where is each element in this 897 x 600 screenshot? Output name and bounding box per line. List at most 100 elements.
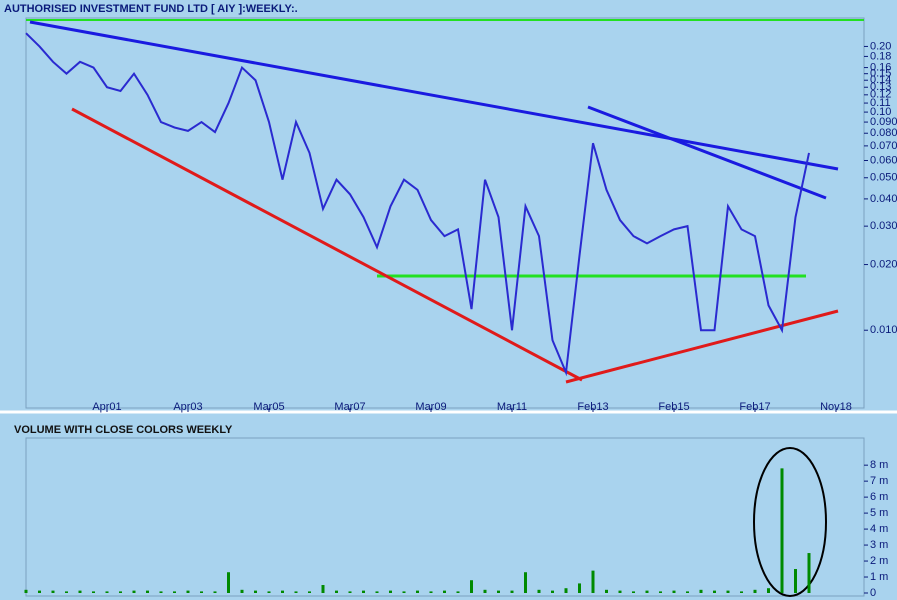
volume-bar [173,591,176,593]
volume-bar [308,591,311,593]
volume-bar [753,589,757,593]
y-tick-label: 0.060 [870,154,897,166]
y-tick-label: 0.090 [870,116,897,128]
volume-bar [578,583,581,593]
volume-bar [254,590,257,593]
volume-bar [38,590,41,593]
y-tick-label: 0.18 [870,50,891,62]
x-tick-label: Feb17 [739,401,770,413]
volume-bar [78,590,82,593]
volume-bar [551,590,554,593]
x-tick-label: Apr03 [173,401,202,413]
volume-bar [213,591,217,593]
volume-title: VOLUME WITH CLOSE COLORS WEEKLY [14,424,233,436]
volume-bar [429,591,433,593]
x-tick-label: Feb13 [577,401,608,413]
volume-frame [25,437,865,597]
y-tick-label: 8 m [870,459,888,471]
y-tick-label: 0.050 [870,172,897,184]
x-tick-label: Nov18 [820,401,852,413]
volume-bar [564,588,568,593]
volume-bar [105,591,109,593]
volume-bar [375,591,379,593]
y-tick-label: 0.11 [870,97,891,109]
volume-bar [794,569,797,593]
x-tick-label: Mar11 [497,401,527,413]
y-tick-label: 0.14 [870,74,891,86]
y-tick-label: 6 m [870,491,888,503]
trend-line [565,309,839,384]
volume-bar [119,591,122,593]
volume-bar [132,590,136,593]
volume-bar [348,591,352,593]
volume-bar [416,590,419,593]
x-tick-label: Apr01 [92,401,121,413]
volume-bar [632,591,635,593]
chart-title: AUTHORISED INVESTMENT FUND LTD [ AIY ]:W… [4,3,298,15]
y-tick-label: 1 m [870,571,888,583]
volume-bar [726,590,730,593]
volume-bar [65,591,68,593]
volume-bar [456,591,460,593]
volume-bar [618,590,622,593]
y-tick-label: 3 m [870,539,888,551]
price-frame [25,17,865,409]
y-tick-label: 0.080 [870,127,897,139]
y-tick-label: 0 [870,587,876,599]
price-line [25,32,810,377]
volume-bar [321,585,325,593]
volume-bar [227,572,230,593]
volume-bar [713,590,716,593]
y-tick-label: 5 m [870,507,888,519]
x-tick-label: Mar07 [334,401,365,413]
x-tick-label: Feb15 [658,401,689,413]
volume-bar [497,590,500,593]
volume-bar [780,468,784,593]
volume-bar [807,553,811,593]
volume-bar [335,590,338,593]
y-tick-label: 7 m [870,475,888,487]
volume-bar [483,589,487,593]
volume-bar [767,588,770,593]
volume-bar [537,589,541,593]
y-tick-label: 0.020 [870,258,897,270]
volume-bar [645,590,649,593]
volume-bar [470,580,473,593]
volume-bar [591,570,595,593]
volume-bar [443,590,446,593]
volume-bar [686,591,689,593]
volume-bar [200,591,203,593]
volume-bar [294,591,298,593]
volume-bar [159,591,163,593]
volume-bar [240,589,244,593]
y-tick-label: 0.20 [870,40,891,52]
trend-line [29,20,839,171]
volume-bar [402,591,406,593]
volume-bar [267,591,271,593]
volume-bar [24,589,28,593]
volume-bar [51,590,55,593]
y-tick-label: 0.040 [870,193,897,205]
y-tick-label: 0.12 [870,89,891,101]
volume-bar [740,591,743,593]
y-tick-label: 0.13 [870,81,891,93]
volume-bar [92,591,95,593]
volume-bar [389,590,392,593]
volume-bar [362,590,365,593]
x-tick-label: Mar05 [253,401,284,413]
volume-bar [281,590,284,593]
volume-bar [699,589,703,593]
volume-bar [605,589,608,593]
volume-bar [659,591,662,593]
y-tick-label: 2 m [870,555,888,567]
volume-bar [146,590,149,593]
y-tick-label: 4 m [870,523,888,535]
y-tick-label: 0.030 [870,220,897,232]
highlight-oval [753,447,827,597]
volume-bar [510,590,514,593]
volume-bar [524,572,527,593]
trend-line [587,105,827,200]
volume-bar [672,590,676,593]
